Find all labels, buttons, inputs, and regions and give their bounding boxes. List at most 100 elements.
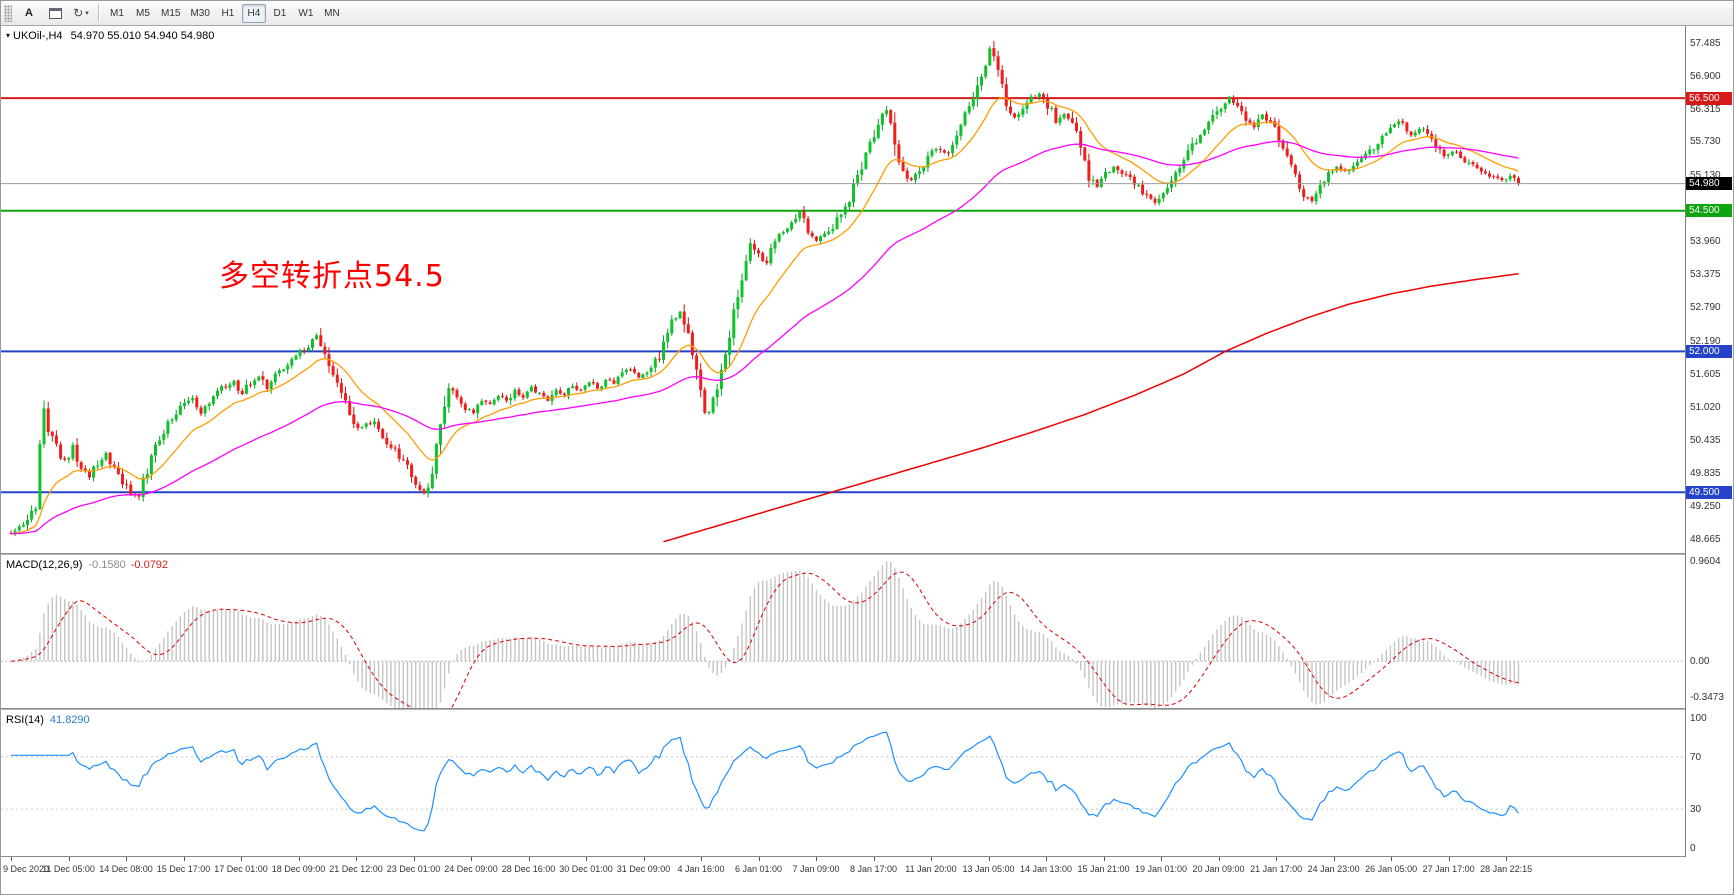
timeframe-button-h1[interactable]: H1 [216, 4, 240, 23]
time-axis-label: 15 Dec 17:00 [156, 864, 211, 874]
price-axis-label: 53.960 [1690, 236, 1721, 248]
macd-chart-surface[interactable] [1, 555, 1685, 708]
rsi-chart-surface[interactable] [1, 710, 1685, 856]
time-tick [1448, 857, 1450, 861]
chart-window-button[interactable] [43, 4, 67, 23]
time-axis-label: 24 Dec 09:00 [444, 864, 498, 874]
toolbar-separator [98, 4, 100, 22]
timeframe-button-mn[interactable]: MN [320, 4, 344, 23]
rsi-value: 41.8290 [49, 714, 90, 726]
cycle-symbols-button[interactable]: ↻ ▾ [69, 4, 93, 23]
price-axis-label: 57.485 [1690, 37, 1721, 49]
time-axis-label: 20 Jan 09:00 [1192, 864, 1245, 874]
time-axis-label: 6 Jan 01:00 [734, 864, 783, 874]
price-axis[interactable]: 57.485 56.900 56.315 55.730 55.130 53.960 53.3… [1685, 26, 1733, 857]
price-axis-label: 51.605 [1690, 368, 1721, 380]
time-axis-label: 17 Dec 01:00 [214, 864, 268, 874]
timeframe-button-m5[interactable]: M5 [131, 4, 155, 23]
price-badge: 49.500 [1686, 485, 1732, 499]
time-axis-label: 27 Jan 17:00 [1422, 864, 1475, 874]
symbol-name: UKOil-,H4 [13, 30, 63, 42]
time-tick [356, 857, 357, 861]
price-axis-label: 52.190 [1690, 335, 1721, 347]
time-axis[interactable]: 9 Dec 2020 11 Dec 05:00 14 Dec 08:00 15 Dec… [1, 857, 1733, 879]
time-axis-label: 31 Dec 09:00 [616, 864, 671, 874]
price-axis-label: 48.665 [1690, 534, 1721, 546]
time-tick [701, 857, 702, 861]
time-tick [758, 857, 760, 861]
time-tick [1161, 857, 1162, 861]
time-tick [1506, 857, 1508, 861]
panel-divider [1, 856, 1733, 857]
timeframe-button-m1[interactable]: M1 [105, 4, 129, 23]
price-axis-label: 49.250 [1690, 501, 1721, 513]
time-tick [1276, 857, 1278, 861]
time-axis-label: 8 Jan 17:00 [849, 864, 898, 874]
time-tick [11, 857, 12, 861]
price-chart-surface[interactable] [1, 26, 1685, 553]
chart-annotation-text[interactable]: 多空转折点54.5 [219, 259, 445, 294]
time-tick [241, 857, 242, 861]
ma-fast-line [10, 96, 1519, 535]
annotate-label: A [25, 7, 33, 19]
time-axis-label: 21 Jan 17:00 [1250, 864, 1303, 874]
time-axis-label: 4 Jan 16:00 [677, 864, 725, 874]
price-badge: 54.500 [1686, 204, 1732, 218]
time-axis-label: 14 Jan 13:00 [1019, 864, 1073, 874]
price-axis-label: 55.730 [1690, 136, 1721, 148]
price-badge: 56.500 [1686, 91, 1732, 105]
rsi-axis-label: 0 [1690, 843, 1696, 855]
time-tick [1218, 857, 1220, 861]
time-tick [1391, 857, 1393, 861]
rsi-line [11, 731, 1519, 832]
rsi-title: RSI(14) 41.8290 [6, 714, 90, 726]
timeframe-button-w1[interactable]: W1 [294, 4, 318, 23]
timeframe-button-h4[interactable]: H4 [241, 3, 266, 23]
time-axis-label: 15 Jan 21:00 [1077, 864, 1130, 874]
macd-signal-value: -0.0792 [130, 559, 169, 571]
time-tick [183, 857, 185, 861]
rsi-title-label: RSI(14) [6, 714, 44, 726]
macd-main-value: -0.1580 [88, 559, 126, 571]
timeframe-button-d1[interactable]: D1 [268, 4, 292, 23]
price-badge: 54.980 [1686, 177, 1732, 191]
chevron-down-icon: ▾ [85, 10, 89, 17]
timeframe-button-m30[interactable]: M30 [186, 4, 213, 23]
timeframe-button-m15[interactable]: M15 [157, 4, 184, 23]
rsi-axis-label: 70 [1690, 751, 1702, 763]
price-axis-label: 52.790 [1690, 302, 1721, 313]
time-tick [126, 857, 127, 861]
panel-resize-handle[interactable] [1, 553, 1733, 555]
ohlc-values: 54.970 55.010 54.940 54.980 [70, 30, 215, 42]
macd-title: MACD(12,26,9) -0.1580 -0.0792 [6, 559, 168, 571]
panel-resize-handle[interactable] [1, 708, 1733, 710]
time-tick [873, 857, 875, 861]
rsi-axis-label: 100 [1690, 712, 1707, 724]
time-axis-label: 30 Dec 01:00 [559, 864, 613, 874]
ma-slow-line [663, 272, 1519, 543]
price-badge: 52.000 [1686, 344, 1732, 358]
annotate-button[interactable]: A [17, 4, 41, 23]
price-axis-label: 51.020 [1690, 401, 1721, 413]
price-axis-label: 55.130 [1690, 170, 1721, 182]
toolbar-grip[interactable] [4, 4, 12, 22]
chart-window-icon [48, 7, 62, 19]
macd-axis-label: 0.9604 [1690, 556, 1721, 568]
cycle-icon: ↻ [73, 6, 84, 20]
time-axis-label: 21 Dec 12:00 [329, 864, 383, 874]
time-tick [816, 857, 817, 861]
macd-histogram-layer [14, 561, 1520, 708]
time-axis-label: 11 Jan 20:00 [905, 864, 957, 874]
macd-axis-label: -0.3473 [1690, 692, 1724, 704]
time-tick [586, 857, 587, 861]
time-tick [988, 857, 990, 861]
ma-mid-line [10, 140, 1519, 535]
time-axis-label: 18 Dec 09:00 [271, 864, 326, 874]
time-axis-label: 13 Jan 05:00 [962, 864, 1015, 874]
time-tick [68, 857, 70, 861]
time-axis-label: 26 Jan 05:00 [1365, 864, 1418, 874]
time-axis-label: 24 Jan 23:00 [1307, 864, 1360, 874]
time-axis-label: 11 Dec 05:00 [42, 864, 95, 874]
chart-toolbar: A ↻ ▾ M1 M5 M15 M30 H1 H4 D1 W1 MN [1, 1, 1733, 26]
time-tick [1333, 857, 1335, 861]
